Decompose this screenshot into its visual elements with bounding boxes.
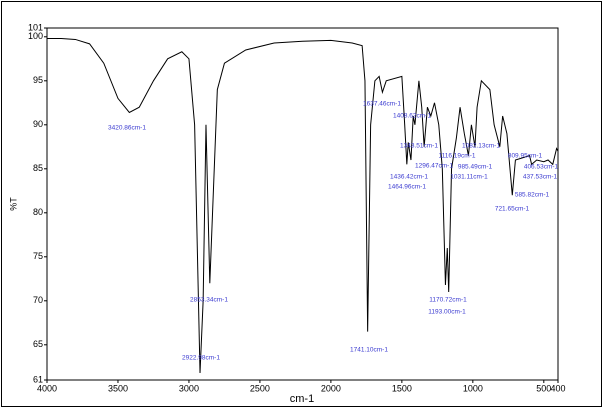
peak-annotation: 1343.51cm-1 [400, 143, 438, 150]
x-tick-label: 2500 [250, 383, 270, 393]
y-tick-label: 61 [33, 374, 43, 384]
y-tick-label: 80 [33, 207, 43, 217]
peak-annotation: 3420.86cm-1 [108, 125, 146, 132]
peak-annotation: 406.53cm-1 [524, 164, 559, 171]
peak-annotation: 1170.72cm-1 [429, 297, 467, 304]
peak-annotation: 1296.47cm-1 [415, 163, 453, 170]
peak-annotation: 985.49cm-1 [458, 164, 493, 171]
y-tick-label: 95 [33, 75, 43, 85]
peak-annotation: 1116.19cm-1 [439, 153, 476, 160]
x-axis-label: cm-1 [290, 393, 314, 405]
peak-annotation: 1436.42cm-1 [390, 174, 428, 181]
peak-annotation: 2853.34cm-1 [190, 297, 228, 304]
x-tick-label: 400 [550, 383, 565, 393]
peak-annotation: 1464.96cm-1 [388, 184, 426, 191]
peak-annotation: 1637.46cm-1 [363, 101, 401, 108]
spectrum-line [47, 38, 559, 373]
x-tick-label: 500 [536, 383, 551, 393]
peak-annotation: 437.53cm-1 [523, 174, 558, 181]
x-tick-label: 4000 [37, 383, 57, 393]
x-tick-label: 3000 [179, 383, 199, 393]
y-tick-label: 65 [33, 339, 43, 349]
peak-annotation: 2922.98cm-1 [182, 355, 220, 362]
y-tick-label: 101 [28, 22, 43, 32]
peak-annotation: 585.82cm-1 [515, 192, 550, 199]
x-tick-label: 2000 [321, 383, 341, 393]
peak-annotation: 1193.00cm-1 [428, 309, 466, 316]
y-tick-label: 75 [33, 251, 43, 261]
x-tick-label: 3500 [108, 383, 128, 393]
y-axis-label: %T [8, 197, 18, 211]
peak-annotation: 1082.13cm-1 [462, 143, 500, 150]
y-tick-label: 85 [33, 163, 43, 173]
y-tick-label: 100 [28, 31, 43, 41]
peak-annotation: 1031.11cm-1 [450, 174, 488, 181]
y-tick-label: 70 [33, 295, 43, 305]
peak-annotation: 809.95cm-1 [508, 153, 543, 160]
peak-annotation: 1408.62cm-1 [393, 113, 431, 120]
peak-annotation: 721.65cm-1 [495, 206, 530, 213]
peak-annotation: 1741.10cm-1 [350, 347, 388, 354]
x-tick-label: 1000 [463, 383, 483, 393]
y-tick-label: 90 [33, 119, 43, 129]
x-tick-label: 1500 [392, 383, 412, 393]
plot-frame [46, 27, 559, 381]
